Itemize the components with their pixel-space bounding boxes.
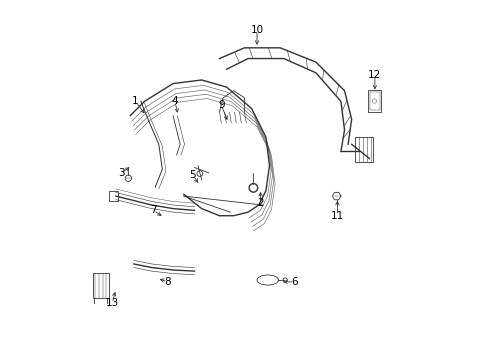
Bar xyxy=(369,92,379,111)
Text: 7: 7 xyxy=(150,205,156,215)
Text: 1: 1 xyxy=(132,96,139,107)
Bar xyxy=(108,191,118,202)
Text: 9: 9 xyxy=(218,100,224,110)
Bar xyxy=(93,273,108,298)
Text: 10: 10 xyxy=(250,25,263,35)
Text: 4: 4 xyxy=(171,96,178,107)
Text: 8: 8 xyxy=(164,277,171,287)
Text: 13: 13 xyxy=(105,298,119,308)
Text: 6: 6 xyxy=(290,277,297,287)
Bar xyxy=(354,137,372,162)
Text: 11: 11 xyxy=(330,211,343,221)
Text: 5: 5 xyxy=(189,170,196,180)
Text: 2: 2 xyxy=(257,198,264,208)
Text: 12: 12 xyxy=(367,69,381,80)
Text: 3: 3 xyxy=(118,168,124,178)
